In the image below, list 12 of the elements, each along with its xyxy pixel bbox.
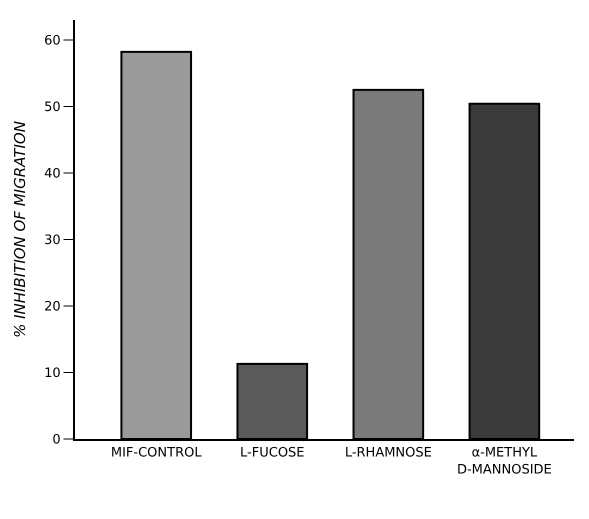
x-tick-label: α-METHYL D-MANNOSIDE <box>456 445 552 478</box>
y-axis-title: % INHIBITION OF MIGRATION <box>10 121 29 338</box>
x-tick-label: L-RHAMNOSE <box>344 445 432 460</box>
y-tick-label: 0 <box>52 432 61 448</box>
y-tick-label: 10 <box>44 366 61 382</box>
y-tick-label: 40 <box>44 166 61 182</box>
x-tick-label: MIF-CONTROL <box>110 445 202 460</box>
y-tick-label: 60 <box>44 34 61 48</box>
y-tick-label: 30 <box>44 233 61 248</box>
y-tick-label: 50 <box>44 100 61 116</box>
y-tick-label: 20 <box>44 300 61 315</box>
x-tick-label: L-FUCOSE <box>240 445 305 460</box>
